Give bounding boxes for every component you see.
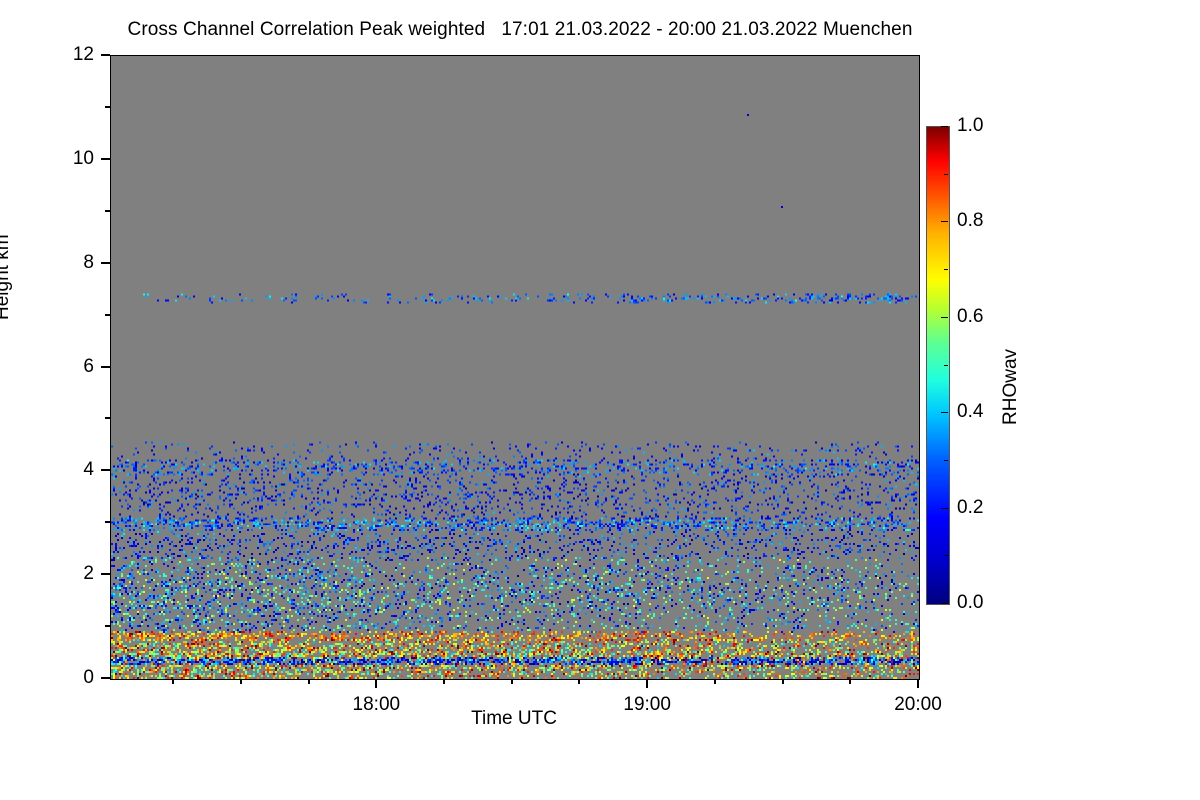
colorbar-tick-label: 0.4 xyxy=(957,401,984,423)
y-tick-minor xyxy=(105,417,110,420)
heatmap-canvas xyxy=(111,56,919,679)
colorbar-tick-minor xyxy=(944,269,948,271)
x-tick-minor xyxy=(713,679,716,684)
y-tick-label: 12 xyxy=(72,44,94,65)
colorbar xyxy=(926,126,950,605)
colorbar-tick-label: 1.0 xyxy=(957,115,984,136)
colorbar-tick-major xyxy=(941,412,948,414)
colorbar-tick-minor xyxy=(944,173,948,175)
colorbar-tick-minor xyxy=(944,459,948,461)
x-tick-major xyxy=(375,679,378,688)
y-tick-label: 10 xyxy=(72,147,94,169)
x-tick-minor xyxy=(781,679,784,684)
x-tick-minor xyxy=(172,679,175,684)
colorbar-label: RHOwav xyxy=(1000,348,1021,425)
colorbar-tick-major xyxy=(941,126,948,127)
x-tick-label: 20:00 xyxy=(894,694,942,715)
colorbar-tick-label: 0.0 xyxy=(957,592,984,613)
chart-title: Cross Channel Correlation Peak weighted … xyxy=(127,19,913,40)
y-tick-major xyxy=(101,261,110,264)
colorbar-tick-major xyxy=(941,507,948,509)
y-tick-major xyxy=(101,157,110,160)
colorbar-tick-label: 0.8 xyxy=(957,210,984,232)
y-tick-minor xyxy=(105,209,110,212)
x-axis-label: Time UTC xyxy=(471,708,557,729)
x-tick-minor xyxy=(510,679,513,684)
y-tick-major xyxy=(101,469,110,472)
y-tick-label: 6 xyxy=(83,355,94,377)
y-tick-minor xyxy=(105,625,110,628)
y-tick-major xyxy=(101,573,110,576)
y-tick-major xyxy=(101,54,110,56)
y-tick-label: 8 xyxy=(83,251,94,273)
x-tick-label: 19:00 xyxy=(623,694,671,715)
colorbar-tick-label: 0.2 xyxy=(957,496,984,518)
y-tick-major xyxy=(101,677,110,679)
x-tick-minor xyxy=(443,679,446,684)
y-tick-label: 0 xyxy=(83,667,94,688)
x-tick-major xyxy=(917,679,919,688)
y-tick-minor xyxy=(105,313,110,316)
y-tick-minor xyxy=(105,521,110,524)
plot-area xyxy=(110,55,920,680)
y-tick-major xyxy=(101,365,110,368)
y-tick-label: 4 xyxy=(83,459,94,481)
x-tick-minor xyxy=(239,679,242,684)
x-tick-minor xyxy=(849,679,852,684)
colorbar-tick-major xyxy=(941,603,948,604)
colorbar-tick-major xyxy=(941,221,948,223)
x-tick-minor xyxy=(307,679,310,684)
x-tick-major xyxy=(646,679,649,688)
colorbar-tick-major xyxy=(941,316,948,318)
colorbar-gradient xyxy=(927,127,949,604)
x-tick-minor xyxy=(578,679,581,684)
colorbar-tick-minor xyxy=(944,364,948,366)
y-axis-label: Height km xyxy=(0,234,13,320)
colorbar-tick-minor xyxy=(944,555,948,557)
colorbar-tick-label: 0.6 xyxy=(957,305,984,327)
y-tick-label: 2 xyxy=(83,563,94,585)
y-tick-minor xyxy=(105,105,110,108)
x-tick-label: 18:00 xyxy=(352,694,401,715)
